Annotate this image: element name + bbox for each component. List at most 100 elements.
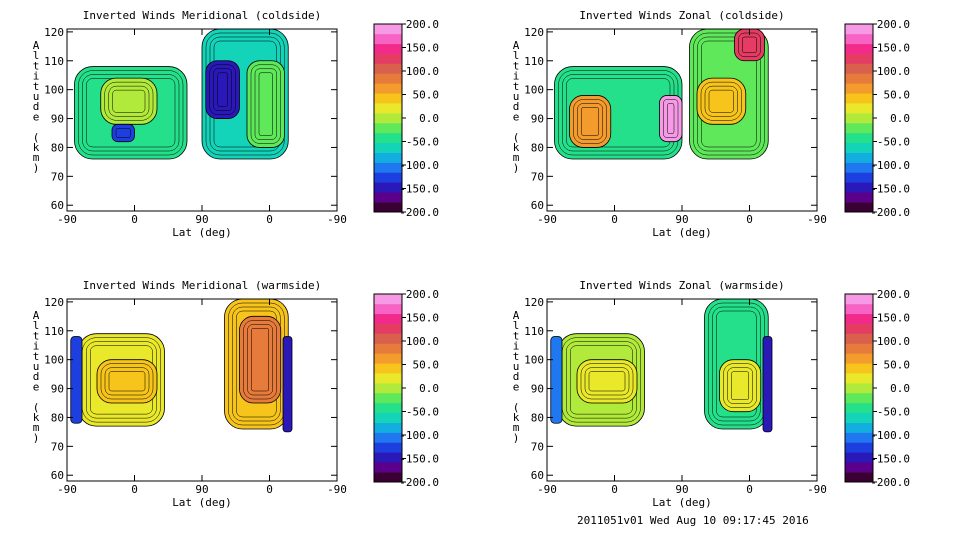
colorbar-swatch	[374, 202, 402, 213]
footer-stamp: 2011051v01 Wed Aug 10 09:17:45 2016	[577, 514, 809, 527]
y-tick-label: 90	[51, 113, 64, 126]
colorbar-swatch	[845, 303, 873, 315]
colorbar-label: 150.0	[877, 312, 910, 325]
y-tick-label: 60	[531, 199, 544, 212]
x-tick-label: -90	[327, 483, 347, 496]
contour-line	[663, 99, 679, 138]
y-tick-label: 80	[531, 411, 544, 424]
colorbar-swatch	[374, 152, 402, 163]
y-tick-label: 100	[44, 354, 64, 367]
y-tick-label: 70	[531, 440, 544, 453]
colorbar-swatch	[374, 353, 402, 364]
colorbar-label: 200.0	[406, 18, 439, 31]
y-tick-label: 70	[531, 170, 544, 183]
chart-title: Inverted Winds Meridional (coldside)	[83, 9, 321, 22]
y-tick-label: 100	[524, 84, 544, 97]
x-tick-label: 0	[611, 213, 618, 226]
contour-line	[580, 363, 634, 400]
contour-line	[581, 107, 599, 136]
contour-fill	[70, 298, 293, 433]
x-tick-label: -90	[807, 213, 827, 226]
colorbar-swatch	[374, 392, 402, 404]
colorbar-swatch	[845, 152, 873, 163]
contour-line	[742, 36, 757, 54]
contour-line	[112, 89, 146, 113]
x-tick-label: -90	[537, 213, 557, 226]
contour-region	[569, 95, 612, 148]
colorbar-label: 200.0	[877, 288, 910, 301]
contour-line	[217, 72, 228, 107]
y-tick-label: 110	[44, 325, 64, 338]
x-tick-label: -90	[537, 483, 557, 496]
x-axis-label: Lat (deg)	[172, 496, 232, 509]
colorbar-swatch	[374, 402, 402, 414]
y-tick-label: 90	[51, 383, 64, 396]
contour-line	[243, 320, 277, 400]
colorbar-swatch	[374, 142, 402, 153]
colorbar-swatch	[845, 412, 873, 423]
colorbar-swatch	[845, 113, 873, 124]
contour-region	[96, 359, 158, 404]
colorbar-swatch	[374, 172, 402, 183]
contour-line	[254, 68, 277, 140]
colorbar-swatch	[374, 103, 402, 114]
colorbar-swatch	[374, 182, 402, 193]
contour-line	[100, 363, 154, 400]
colorbar-label: 0.0	[419, 112, 439, 125]
colorbar-label: 100.0	[877, 65, 910, 78]
colorbar-label: 150.0	[406, 42, 439, 55]
contour-line	[708, 89, 734, 113]
colorbar-label: -100.0	[870, 429, 910, 442]
y-tick-label: 90	[531, 383, 544, 396]
colorbar-swatch	[374, 472, 402, 483]
contour-line	[82, 74, 180, 152]
colorbar-swatch	[845, 353, 873, 364]
colorbar-swatch	[374, 383, 402, 394]
colorbar-label: 0.0	[890, 382, 910, 395]
contour-line	[209, 64, 236, 115]
colorbar-swatch	[845, 472, 873, 483]
colorbar-swatch	[374, 303, 402, 315]
contour-fill	[74, 28, 289, 160]
colorbar-swatch	[845, 162, 873, 173]
colorbar: 200.0 150.0 100.0 50.0 0.0 -50.0 -100.0 -150.0 -…	[844, 18, 910, 219]
colorbar-label: 0.0	[419, 382, 439, 395]
colorbar-swatch	[374, 113, 402, 124]
contour-line	[250, 64, 281, 144]
x-axis-label: Lat (deg)	[652, 496, 712, 509]
contour-line	[258, 72, 273, 136]
x-tick-label: -90	[327, 213, 347, 226]
colorbar-swatch	[845, 182, 873, 193]
colorbar-swatch	[845, 103, 873, 114]
colorbar-swatch	[374, 462, 402, 473]
colorbar-label: 50.0	[413, 359, 440, 372]
colorbar-swatch	[374, 294, 402, 305]
colorbar-swatch	[845, 202, 873, 213]
colorbar-swatch	[845, 294, 873, 305]
x-tick-label: 0	[131, 483, 138, 496]
contour-line	[693, 32, 765, 156]
contour-region	[111, 123, 135, 143]
y-tick-label: 120	[524, 296, 544, 309]
x-tick-label: 0	[746, 483, 753, 496]
y-tick-label: 60	[531, 469, 544, 482]
contour-fill	[550, 298, 773, 433]
colorbar-swatch	[845, 93, 873, 104]
colorbar-swatch	[845, 43, 873, 54]
chart-title: Inverted Winds Zonal (warmside)	[579, 279, 784, 292]
colorbar-label: -50.0	[406, 406, 439, 419]
y-tick-label: 110	[524, 55, 544, 68]
colorbar-swatch	[845, 323, 873, 334]
x-tick-label: -90	[807, 483, 827, 496]
colorbar-swatch	[845, 122, 873, 134]
contour-line	[115, 128, 131, 138]
x-tick-label: 90	[195, 213, 208, 226]
colorbar-label: -150.0	[870, 183, 910, 196]
colorbar-label: -200.0	[399, 476, 439, 489]
colorbar-swatch	[845, 63, 873, 74]
colorbar-swatch	[845, 392, 873, 404]
contour-region	[100, 77, 158, 125]
colorbar-swatch	[374, 73, 402, 84]
